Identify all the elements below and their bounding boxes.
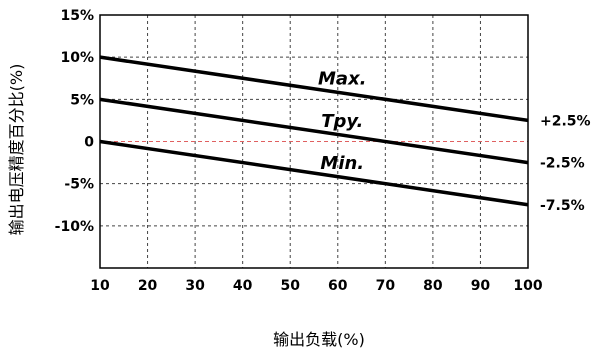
- x-tick-label: 80: [423, 278, 443, 294]
- x-tick-label: 20: [138, 278, 158, 294]
- y-tick-label: 0: [84, 135, 94, 151]
- y-tick-label: -5%: [64, 177, 94, 193]
- x-tick-label: 60: [328, 278, 348, 294]
- x-axis-title: 输出负载(%): [273, 330, 365, 349]
- x-tick-label: 40: [233, 278, 253, 294]
- plot-border: [99, 14, 529, 269]
- series-line-min: [99, 139, 529, 207]
- x-tick-label: 10: [90, 278, 110, 294]
- x-tick-label: 30: [185, 278, 205, 294]
- y-tick-label: 10%: [60, 50, 94, 66]
- series-line-tpy: [99, 97, 529, 165]
- series-name-label: Tpy.: [321, 111, 363, 132]
- x-tick-label: 100: [513, 278, 542, 294]
- series-name-label: Max.: [318, 69, 367, 90]
- y-tick-label: 5%: [70, 92, 94, 108]
- series-line-max: [99, 55, 529, 123]
- y-axis-title: 输出电压精度百分比(%): [7, 64, 26, 236]
- series-end-label: -2.5%: [540, 156, 585, 172]
- tick-labels: 15% 10% 5% 0 -5% -10% 10 20 30 40 50 60 70 80 90 100: [55, 8, 543, 294]
- series-labels: Max. +2.5% Tpy. -2.5% Min. -7.5%: [318, 69, 591, 214]
- x-tick-label: 50: [280, 278, 300, 294]
- plot-frame: [99, 14, 529, 269]
- y-tick-label: -10%: [55, 219, 94, 235]
- x-tick-label: 90: [471, 278, 491, 294]
- series-end-label: -7.5%: [540, 198, 585, 214]
- x-tick-label: 70: [376, 278, 396, 294]
- grid: [100, 15, 528, 268]
- series-end-label: +2.5%: [540, 113, 591, 129]
- series-name-label: Min.: [320, 153, 364, 174]
- series-lines: [99, 55, 529, 207]
- y-tick-label: 15%: [60, 8, 94, 24]
